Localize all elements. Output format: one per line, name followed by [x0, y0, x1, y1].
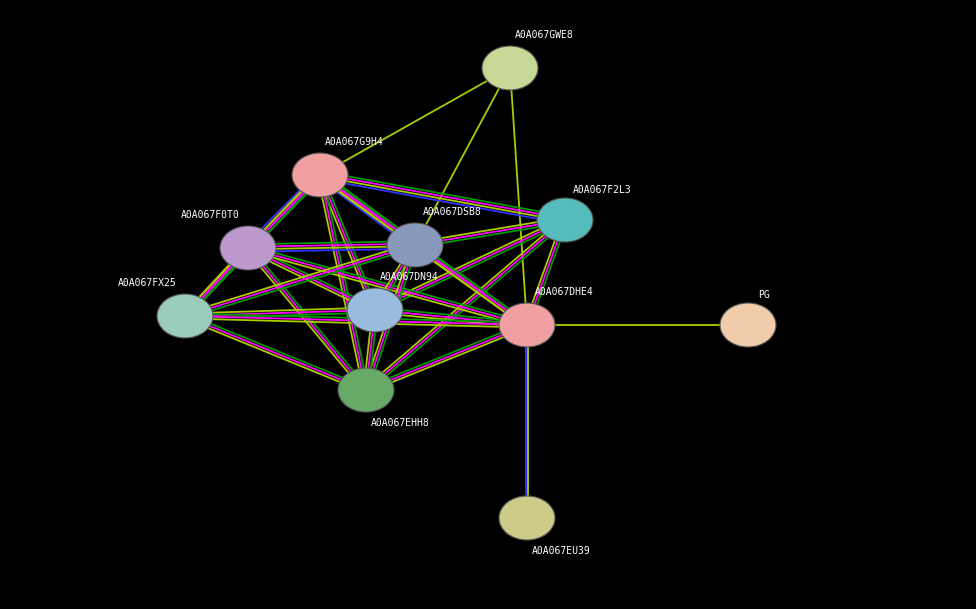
Ellipse shape [720, 303, 776, 347]
Ellipse shape [157, 294, 213, 338]
Text: A0A067DHE4: A0A067DHE4 [535, 287, 593, 297]
Text: A0A067G9H4: A0A067G9H4 [325, 137, 384, 147]
Ellipse shape [537, 198, 593, 242]
Ellipse shape [499, 303, 555, 347]
Text: A0A067DN94: A0A067DN94 [380, 272, 439, 282]
Ellipse shape [347, 288, 403, 332]
Ellipse shape [482, 46, 538, 90]
Ellipse shape [338, 368, 394, 412]
Ellipse shape [387, 223, 443, 267]
Text: A0A067EU39: A0A067EU39 [532, 546, 590, 556]
Text: A0A067EHH8: A0A067EHH8 [371, 418, 429, 428]
Ellipse shape [292, 153, 348, 197]
Text: A0A067DSB8: A0A067DSB8 [423, 207, 482, 217]
Ellipse shape [220, 226, 276, 270]
Text: PG: PG [758, 290, 770, 300]
Text: A0A067F0T0: A0A067F0T0 [182, 210, 240, 220]
Ellipse shape [499, 496, 555, 540]
Text: A0A067F2L3: A0A067F2L3 [573, 185, 631, 195]
Text: A0A067FX25: A0A067FX25 [118, 278, 177, 288]
Text: A0A067GWE8: A0A067GWE8 [515, 30, 574, 40]
